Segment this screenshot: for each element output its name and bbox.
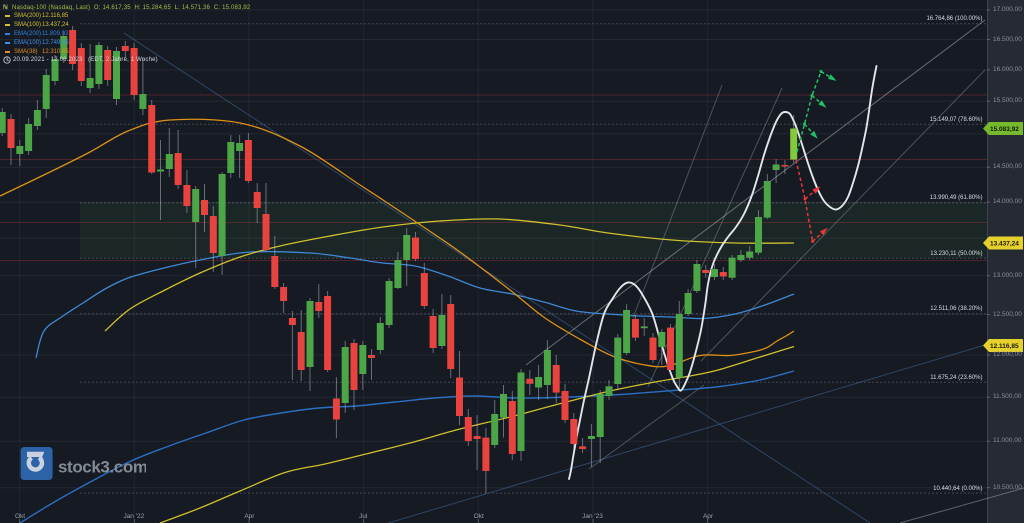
svg-text:12.116,85: 12.116,85 [990, 343, 1019, 350]
svg-text:stock3.com: stock3.com [58, 458, 146, 477]
svg-text:15.083,92: 15.083,92 [990, 126, 1019, 133]
svg-text:13.437,24: 13.437,24 [990, 240, 1019, 247]
